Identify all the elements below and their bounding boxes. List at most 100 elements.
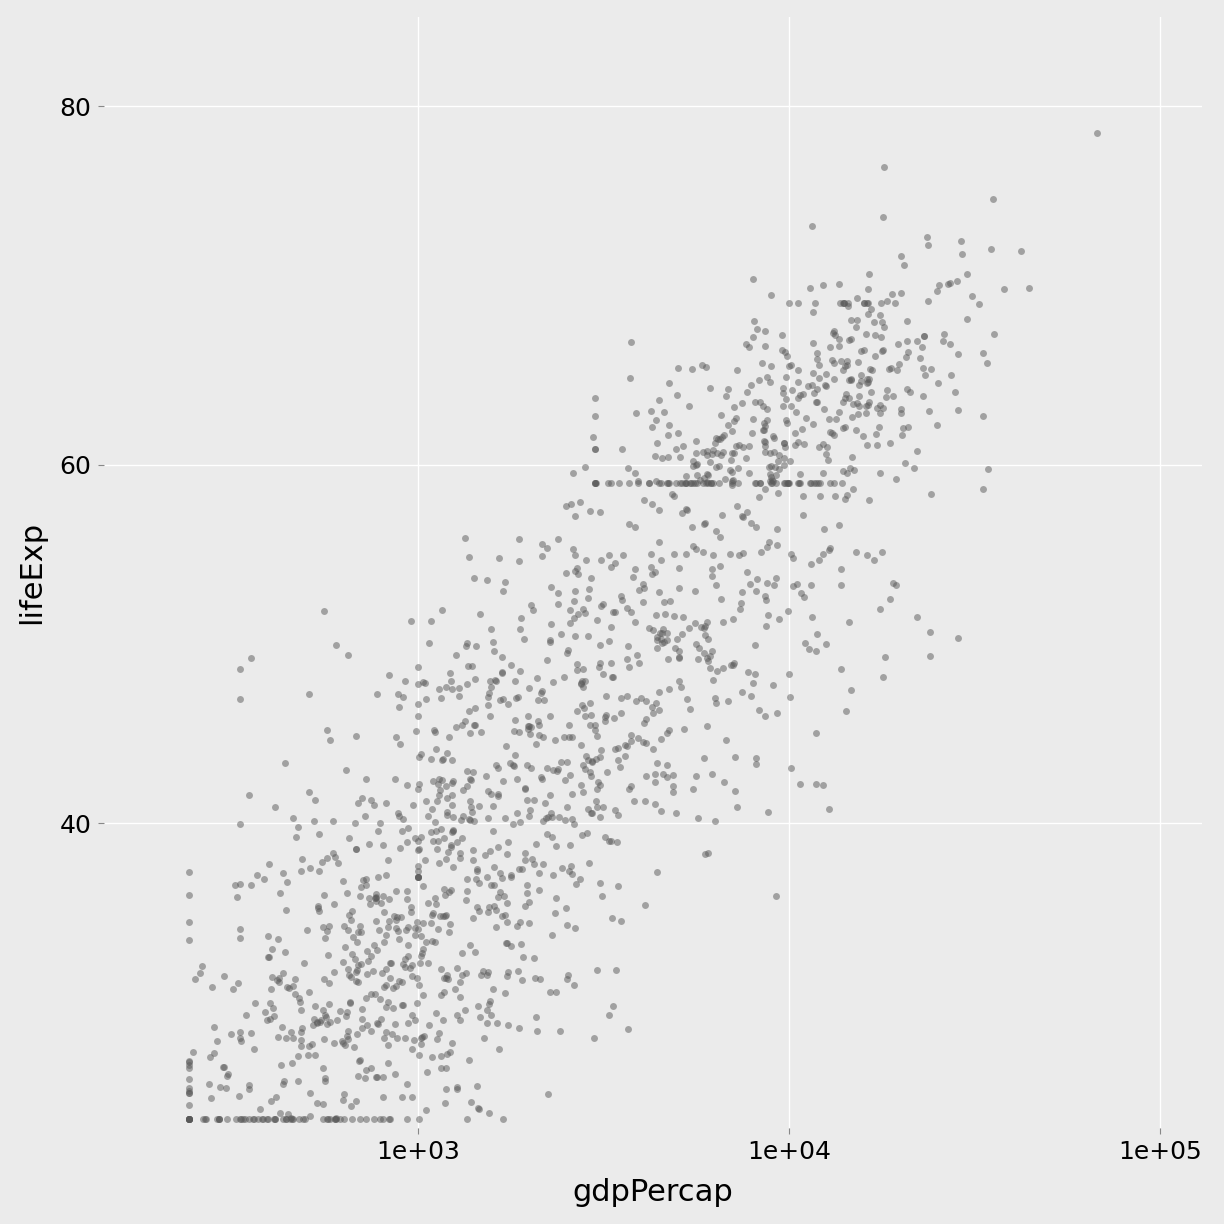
Point [476,766,496,786]
Point [373,902,393,922]
Point [639,472,659,492]
Point [849,375,869,394]
Point [442,785,461,804]
Point [755,442,775,461]
Point [596,705,616,725]
Point [266,797,285,816]
Point [204,1017,224,1037]
Point [261,993,280,1012]
Point [437,1044,457,1064]
Point [411,946,431,966]
Point [230,919,250,939]
Point [829,329,848,349]
Point [881,359,901,378]
Point [458,1109,477,1129]
Point [683,472,703,492]
Point [581,766,601,786]
Point [825,324,845,344]
Point [180,1051,200,1071]
Point [698,843,717,863]
Point [573,671,592,690]
Point [651,472,671,492]
Point [513,859,532,879]
Point [712,612,732,632]
Point [409,868,428,887]
Point [350,916,370,935]
Point [561,493,580,513]
Point [471,722,491,742]
Point [384,769,404,788]
Point [357,941,377,961]
Point [588,797,607,816]
Point [389,696,409,716]
Point [585,388,605,408]
Point [706,521,726,541]
Point [416,689,436,709]
Point [810,486,830,506]
Point [922,360,941,379]
Point [859,368,879,388]
Point [650,623,670,643]
Point [712,506,732,525]
Point [274,1071,294,1091]
Point [480,683,499,703]
X-axis label: gdpPercap: gdpPercap [573,1179,733,1207]
Point [367,940,387,960]
Point [941,365,961,384]
Point [239,1080,258,1099]
Point [290,993,310,1012]
Point [853,426,873,446]
Point [519,807,539,826]
Point [410,775,430,794]
Point [646,471,666,491]
Point [756,399,776,419]
Point [617,599,636,618]
Point [417,953,437,973]
Point [339,827,359,847]
Point [676,466,695,486]
Point [650,501,670,520]
Point [645,772,665,792]
Point [625,559,645,579]
Point [459,1050,479,1070]
Point [894,417,913,437]
Point [398,889,417,908]
Point [712,442,732,461]
Point [848,404,868,424]
Point [750,472,770,492]
Point [722,443,742,463]
Point [655,603,674,623]
Point [468,897,487,917]
Point [340,994,360,1013]
Point [381,1109,400,1129]
Point [745,665,765,684]
Point [222,1024,241,1044]
Point [520,800,540,820]
Point [557,644,577,663]
Point [722,472,742,492]
Point [316,1071,335,1091]
Point [277,1109,296,1129]
Point [471,965,491,984]
Point [639,472,659,492]
Point [400,958,420,978]
Point [393,995,412,1015]
Point [351,922,371,941]
Point [896,453,916,472]
Point [365,935,384,955]
Point [300,782,319,802]
Point [608,738,628,758]
Point [625,464,645,483]
Point [389,972,409,991]
Point [373,835,393,854]
Point [318,945,338,965]
Point [606,602,625,622]
Point [677,689,696,709]
Point [778,472,798,492]
Point [804,472,824,492]
Point [341,968,361,988]
Point [180,1059,200,1078]
Point [672,624,692,644]
Point [688,472,707,492]
Point [754,421,774,441]
